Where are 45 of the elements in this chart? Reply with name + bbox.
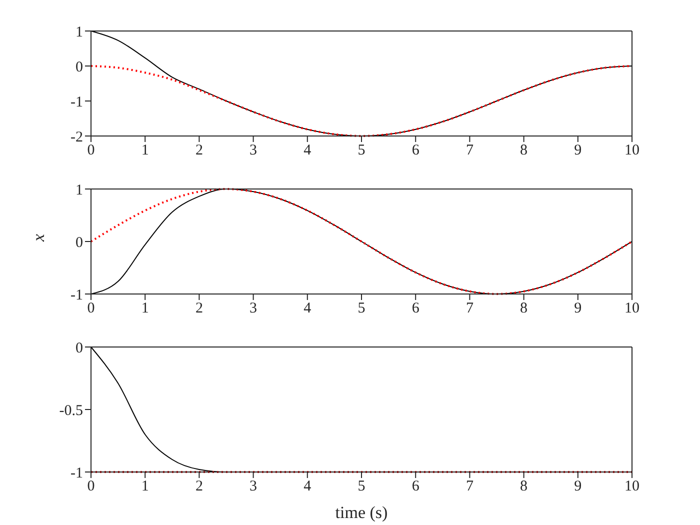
x-tick-label: 10 [624,300,640,317]
y-tick-label: -1 [70,465,83,482]
x-tick-label: 7 [466,478,474,495]
x-tick-label: 3 [250,300,258,317]
x-tick-label: 5 [358,300,366,317]
x-tick-label: 3 [250,478,258,495]
x-tick-label: 6 [412,478,420,495]
x-tick-label: 1 [141,478,149,495]
x-tick-label: 8 [520,142,528,159]
x-tick-label: 7 [466,300,474,317]
x-tick-label: 1 [141,142,149,159]
x-tick-label: 2 [195,142,203,159]
x-tick-label: 8 [520,478,528,495]
x-tick-label: 4 [304,142,312,159]
y-tick-label: -2 [70,129,83,146]
x-tick-label: 8 [520,300,528,317]
y-axis-title: x [29,234,48,242]
x-tick-label: 10 [624,478,640,495]
x-tick-label: 1 [141,300,149,317]
x-tick-label: 0 [87,478,95,495]
y-tick-label: 1 [76,24,83,40]
x-tick-label: 6 [412,142,420,159]
x-tick-label: 4 [304,478,312,495]
y-tick-label: -0.5 [59,402,83,419]
x-axis-title: time (s) [335,503,388,522]
x-tick-label: 6 [412,300,420,317]
x-tick-label: 0 [87,300,95,317]
x-tick-label: 9 [574,300,582,317]
y-tick-label: -1 [70,94,83,110]
y-tick-label: 0 [76,234,83,251]
y-tick-label: 0 [76,340,83,356]
x-tick-label: 2 [195,478,203,495]
x-tick-label: 9 [574,478,582,495]
y-tick-label: 0 [76,59,83,76]
x-tick-label: 10 [624,142,640,159]
x-tick-label: 9 [574,142,582,159]
y-tick-label: 1 [76,182,83,198]
x-tick-label: 0 [87,142,95,159]
x-tick-label: 2 [195,300,203,317]
x-tick-label: 5 [358,478,366,495]
x-tick-label: 5 [358,142,366,159]
y-tick-label: -1 [70,287,83,304]
x-tick-label: 7 [466,142,474,159]
x-tick-label: 4 [304,300,312,317]
x-tick-label: 3 [250,142,258,159]
